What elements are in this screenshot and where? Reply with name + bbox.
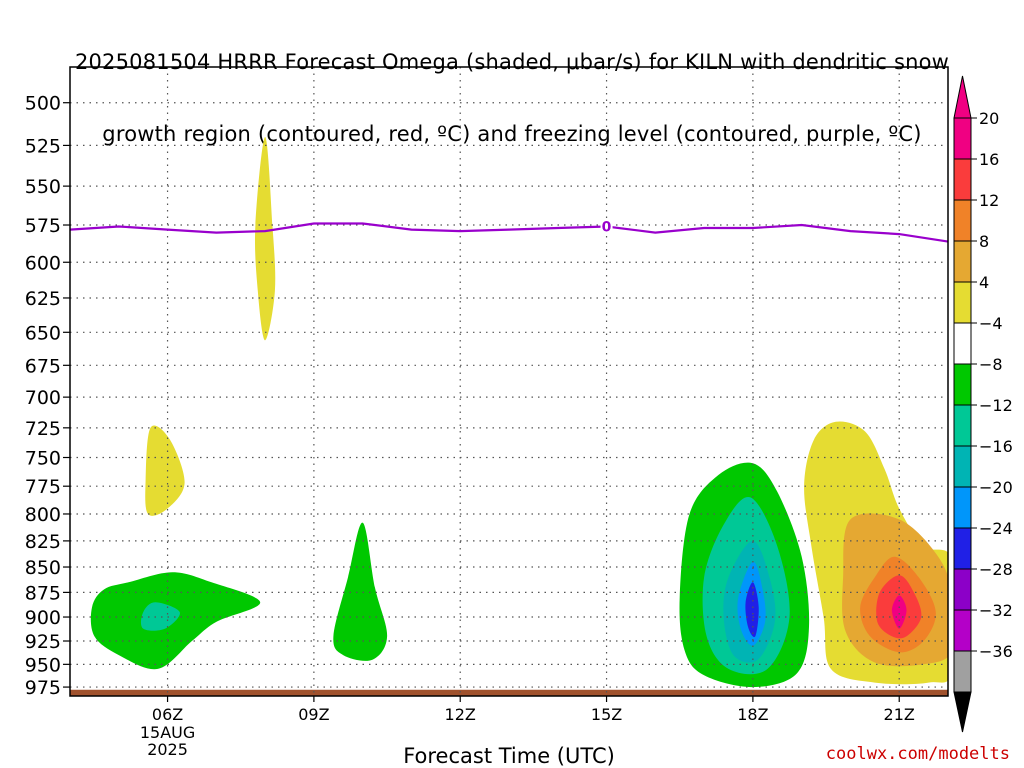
y-tick-label: 725 (25, 418, 61, 440)
colorbar-swatch (953, 527, 972, 570)
y-tick-label: 950 (25, 654, 61, 676)
omega-region (140, 602, 180, 631)
colorbar-top-arrow (953, 75, 972, 119)
y-tick-label: 525 (25, 135, 61, 157)
pressure-axis: 500 525 550 575 600 625 650 675 700 725 750 775 800 8… (25, 93, 70, 699)
colorbar-label: −36 (979, 642, 1013, 661)
colorbar-swatch (953, 650, 972, 693)
colorbar-swatch (953, 281, 972, 324)
colorbar-label: 20 (979, 109, 999, 128)
plot-frame (69, 66, 949, 697)
y-tick-label: 900 (25, 607, 61, 629)
colorbar-label: −28 (979, 560, 1013, 579)
terrain-band (70, 689, 948, 696)
colorbar-label: −24 (979, 519, 1013, 538)
colorbar-swatch (953, 240, 972, 283)
title-line-2: growth region (contoured, red, ºC) and f… (102, 122, 922, 146)
x-tick-label: 18Z (737, 705, 768, 724)
x-tick-label: 12Z (445, 705, 476, 724)
colorbar-label: −12 (979, 396, 1013, 415)
colorbar-swatch (953, 609, 972, 652)
x-axis-label: Forecast Time (UTC) (403, 744, 615, 768)
colorbar-swatch (953, 117, 972, 160)
colorbar-label: −8 (979, 355, 1003, 374)
colorbar-label: −32 (979, 601, 1013, 620)
y-tick-label: 625 (25, 288, 61, 310)
colorbar-bottom-arrow (953, 691, 972, 733)
colorbar-label: 16 (979, 150, 999, 169)
freezing-level-line (69, 222, 949, 243)
colorbar-label: −20 (979, 478, 1013, 497)
colorbar-swatch (953, 404, 972, 447)
omega-region (891, 595, 907, 629)
freezing-level-label: 0 (602, 220, 612, 236)
colorbar-label: 12 (979, 191, 999, 210)
omega-region (145, 425, 185, 516)
omega-region (254, 137, 276, 341)
x-tick-label: 06Z (152, 705, 183, 724)
colorbar-swatch (953, 486, 972, 529)
y-tick-label: 675 (25, 355, 61, 377)
y-tick-label: 600 (25, 252, 61, 274)
x-tick-sublabel: 15AUG (140, 723, 195, 742)
y-tick-label: 850 (25, 557, 61, 579)
omega-shading (90, 137, 948, 688)
y-tick-label: 875 (25, 582, 61, 604)
y-tick-label: 975 (25, 677, 61, 699)
y-tick-label: 650 (25, 322, 61, 344)
colorbar-swatch (953, 158, 972, 201)
colorbar: 20 16 12 8 4 −4 −8 −12 −16 −20 −24 −28 −32 −36 (953, 75, 1013, 733)
y-tick-label: 550 (25, 176, 61, 198)
y-tick-label: 800 (25, 504, 61, 526)
x-tick-label: 21Z (884, 705, 915, 724)
colorbar-swatch (953, 568, 972, 611)
freezing-level-contour: 0 (69, 218, 949, 243)
colorbar-swatch (953, 445, 972, 488)
grid-lines (70, 67, 948, 696)
colorbar-swatch (953, 363, 972, 406)
omega-region (745, 582, 759, 638)
y-tick-label: 750 (25, 448, 61, 470)
freezing-level-label-bg (600, 218, 613, 235)
y-tick-label: 775 (25, 476, 61, 498)
x-tick-label: 15Z (591, 705, 622, 724)
colorbar-label: 8 (979, 232, 989, 251)
terrain-fill (70, 689, 948, 696)
y-tick-label: 700 (25, 387, 61, 409)
x-tick-label: 09Z (298, 705, 329, 724)
y-tick-label: 825 (25, 531, 61, 553)
chart-title: 2025081504 HRRR Forecast Omega (shaded, … (0, 2, 1024, 170)
y-tick-label: 575 (25, 215, 61, 237)
colorbar-label: 4 (979, 273, 989, 292)
x-tick-sublabel: 2025 (147, 740, 188, 759)
colorbar-swatch (953, 199, 972, 242)
omega-region (333, 522, 388, 661)
colorbar-label: −4 (979, 314, 1003, 333)
colorbar-label: −16 (979, 437, 1013, 456)
colorbar-swatch (953, 322, 972, 365)
y-tick-label: 500 (25, 93, 61, 115)
title-line-1: 2025081504 HRRR Forecast Omega (shaded, … (74, 50, 950, 74)
y-tick-label: 925 (25, 631, 61, 653)
credit-text: coolwx.com/modelts (825, 744, 1010, 764)
